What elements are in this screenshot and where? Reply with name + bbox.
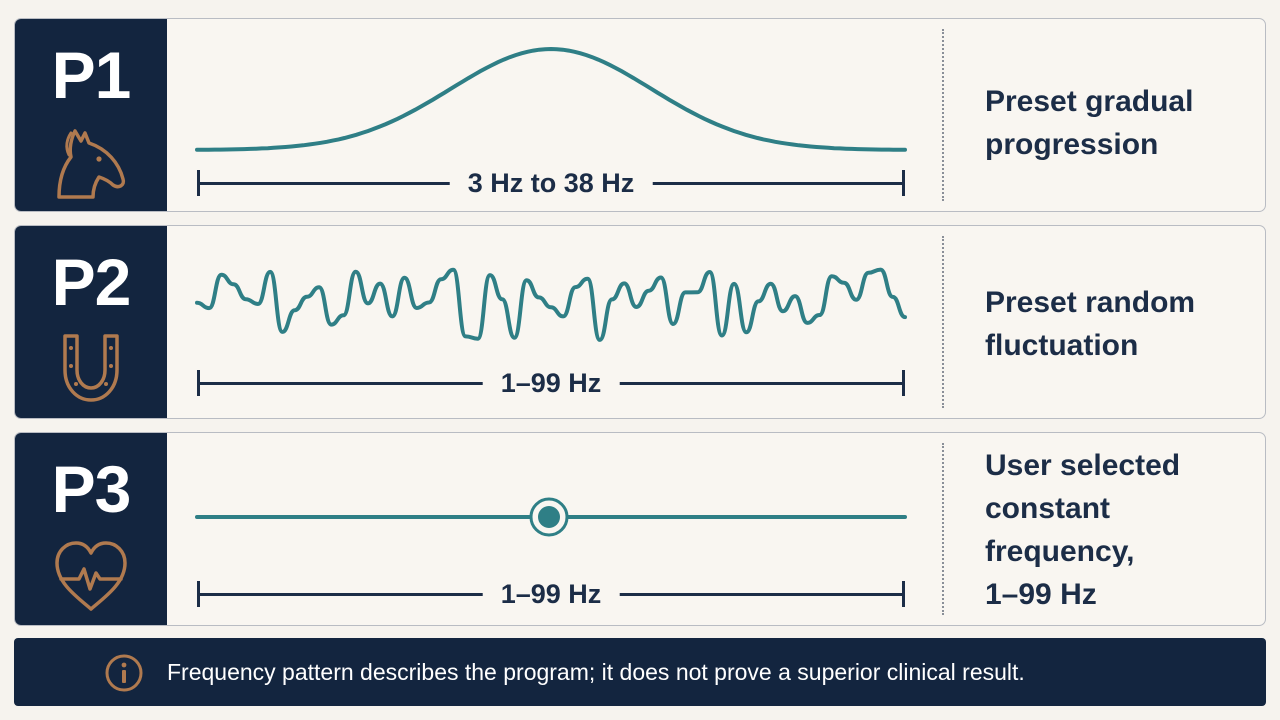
random-fluctuation-curve [195,267,907,342]
heart-pulse-icon [55,541,127,611]
info-icon [105,654,143,692]
divider [942,443,944,615]
frequency-range-p2: 1–99 Hz [197,368,905,398]
frequency-range-p3: 1–99 Hz [197,579,905,609]
description-line: fluctuation [985,329,1139,362]
program-code: P3 [51,452,132,526]
program-badge-p1: P1 [15,19,167,211]
description-line: User selected [985,449,1181,482]
program-badge-p3: P3 [15,433,167,625]
gradual-progression-curve [195,46,907,152]
program-card-p3: P3 1–99 Hz User selected constant freque… [14,432,1266,626]
description-line: frequency, [985,535,1135,568]
divider [942,236,944,408]
program-description-p1: Preset gradual progression [985,80,1255,166]
description-line: constant [985,492,1111,525]
divider [942,29,944,201]
frequency-range-p1: 3 Hz to 38 Hz [197,168,905,198]
program-description-p3: User selected constant frequency, 1–99 H… [985,444,1255,616]
frequency-range-label: 3 Hz to 38 Hz [449,168,653,198]
disclaimer-text: Frequency pattern describes the program;… [167,659,1025,685]
frequency-range-label: 1–99 Hz [482,579,620,609]
description-line: Preset random [985,286,1196,319]
description-line: Preset gradual [985,85,1194,118]
program-badge-p2: P2 [15,226,167,418]
horseshoe-icon [63,334,119,402]
program-card-p1: P1 3 Hz to 38 Hz Preset gradual progress… [14,18,1266,212]
program-description-p2: Preset random fluctuation [985,281,1255,367]
frequency-range-label: 1–99 Hz [482,368,620,398]
description-line: progression [985,128,1159,161]
description-line: 1–99 Hz [985,578,1097,611]
program-code: P1 [51,38,132,112]
program-code: P2 [51,245,132,319]
horse-head-icon [57,129,126,199]
program-card-p2: P2 1–99 Hz Preset random fluctuation [14,225,1266,419]
constant-frequency-line [195,497,907,537]
disclaimer-banner: Frequency pattern describes the program;… [14,638,1266,706]
